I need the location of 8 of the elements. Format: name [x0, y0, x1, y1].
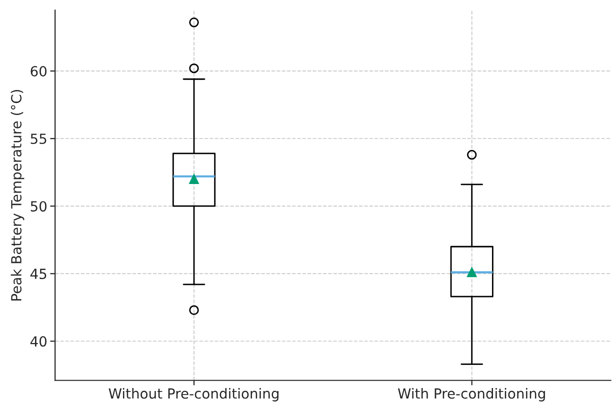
- y-tick-label: 60: [30, 66, 47, 76]
- y-tick-label: 45: [30, 268, 46, 280]
- y-tick-label: 50: [30, 201, 47, 212]
- y-tick-label: 40: [30, 336, 47, 347]
- x-tick-label: With Pre-conditioning: [398, 388, 545, 402]
- y-axis-title: Peak Battery Temperature (°C): [10, 90, 24, 300]
- x-tick-label: Without Pre-conditioning: [108, 388, 278, 402]
- y-tick-label: 55: [30, 134, 46, 144]
